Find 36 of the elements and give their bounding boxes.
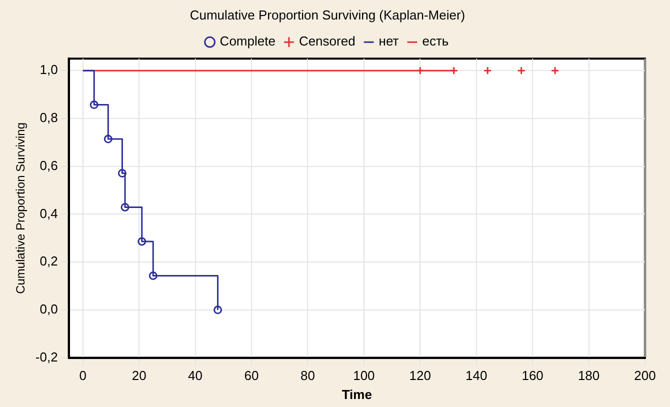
x-axis-title: Time (342, 386, 372, 402)
x-tick-label: 120 (409, 368, 431, 384)
y-tick-label: 0,4 (40, 206, 58, 221)
legend-label: нет (378, 34, 399, 49)
x-tick-label: 100 (353, 368, 375, 384)
x-tick-label: 40 (188, 368, 203, 384)
point (120, 202, 130, 212)
point (214, 306, 222, 314)
point (148, 271, 158, 280)
x-tick-label: 60 (244, 368, 259, 384)
y-tick-label: 1,0 (40, 62, 58, 78)
y-axis-title: Cumulative Proportion Surviving (14, 122, 28, 294)
point (104, 134, 112, 144)
x-tick-label: 80 (300, 368, 315, 384)
y-tick-label: 0,8 (40, 110, 58, 126)
legend-label: есть (422, 34, 449, 49)
legend-label: Censored (298, 34, 356, 49)
point (90, 100, 98, 110)
x-tick-label: 20 (132, 368, 146, 384)
x-tick-label: 160 (522, 368, 544, 384)
point (118, 169, 126, 178)
x-tick-label: 140 (466, 368, 488, 384)
y-tick-label: 0,0 (40, 302, 58, 317)
point (483, 66, 492, 75)
x-tick-label: 0 (79, 368, 86, 384)
y-tick-label: 0,2 (40, 254, 58, 269)
point (550, 66, 560, 75)
chart-title: Cumulative Proportion Surviving (Kaplan-Meier) (190, 7, 466, 22)
y-tick-label: 0,6 (40, 158, 58, 173)
legend-label: Complete (220, 34, 276, 49)
x-tick-label: 180 (578, 368, 600, 384)
point (517, 66, 526, 75)
y-tick-label: -0,2 (35, 349, 58, 364)
point (416, 66, 424, 75)
point (138, 237, 146, 246)
x-tick-label: 200 (634, 368, 656, 384)
